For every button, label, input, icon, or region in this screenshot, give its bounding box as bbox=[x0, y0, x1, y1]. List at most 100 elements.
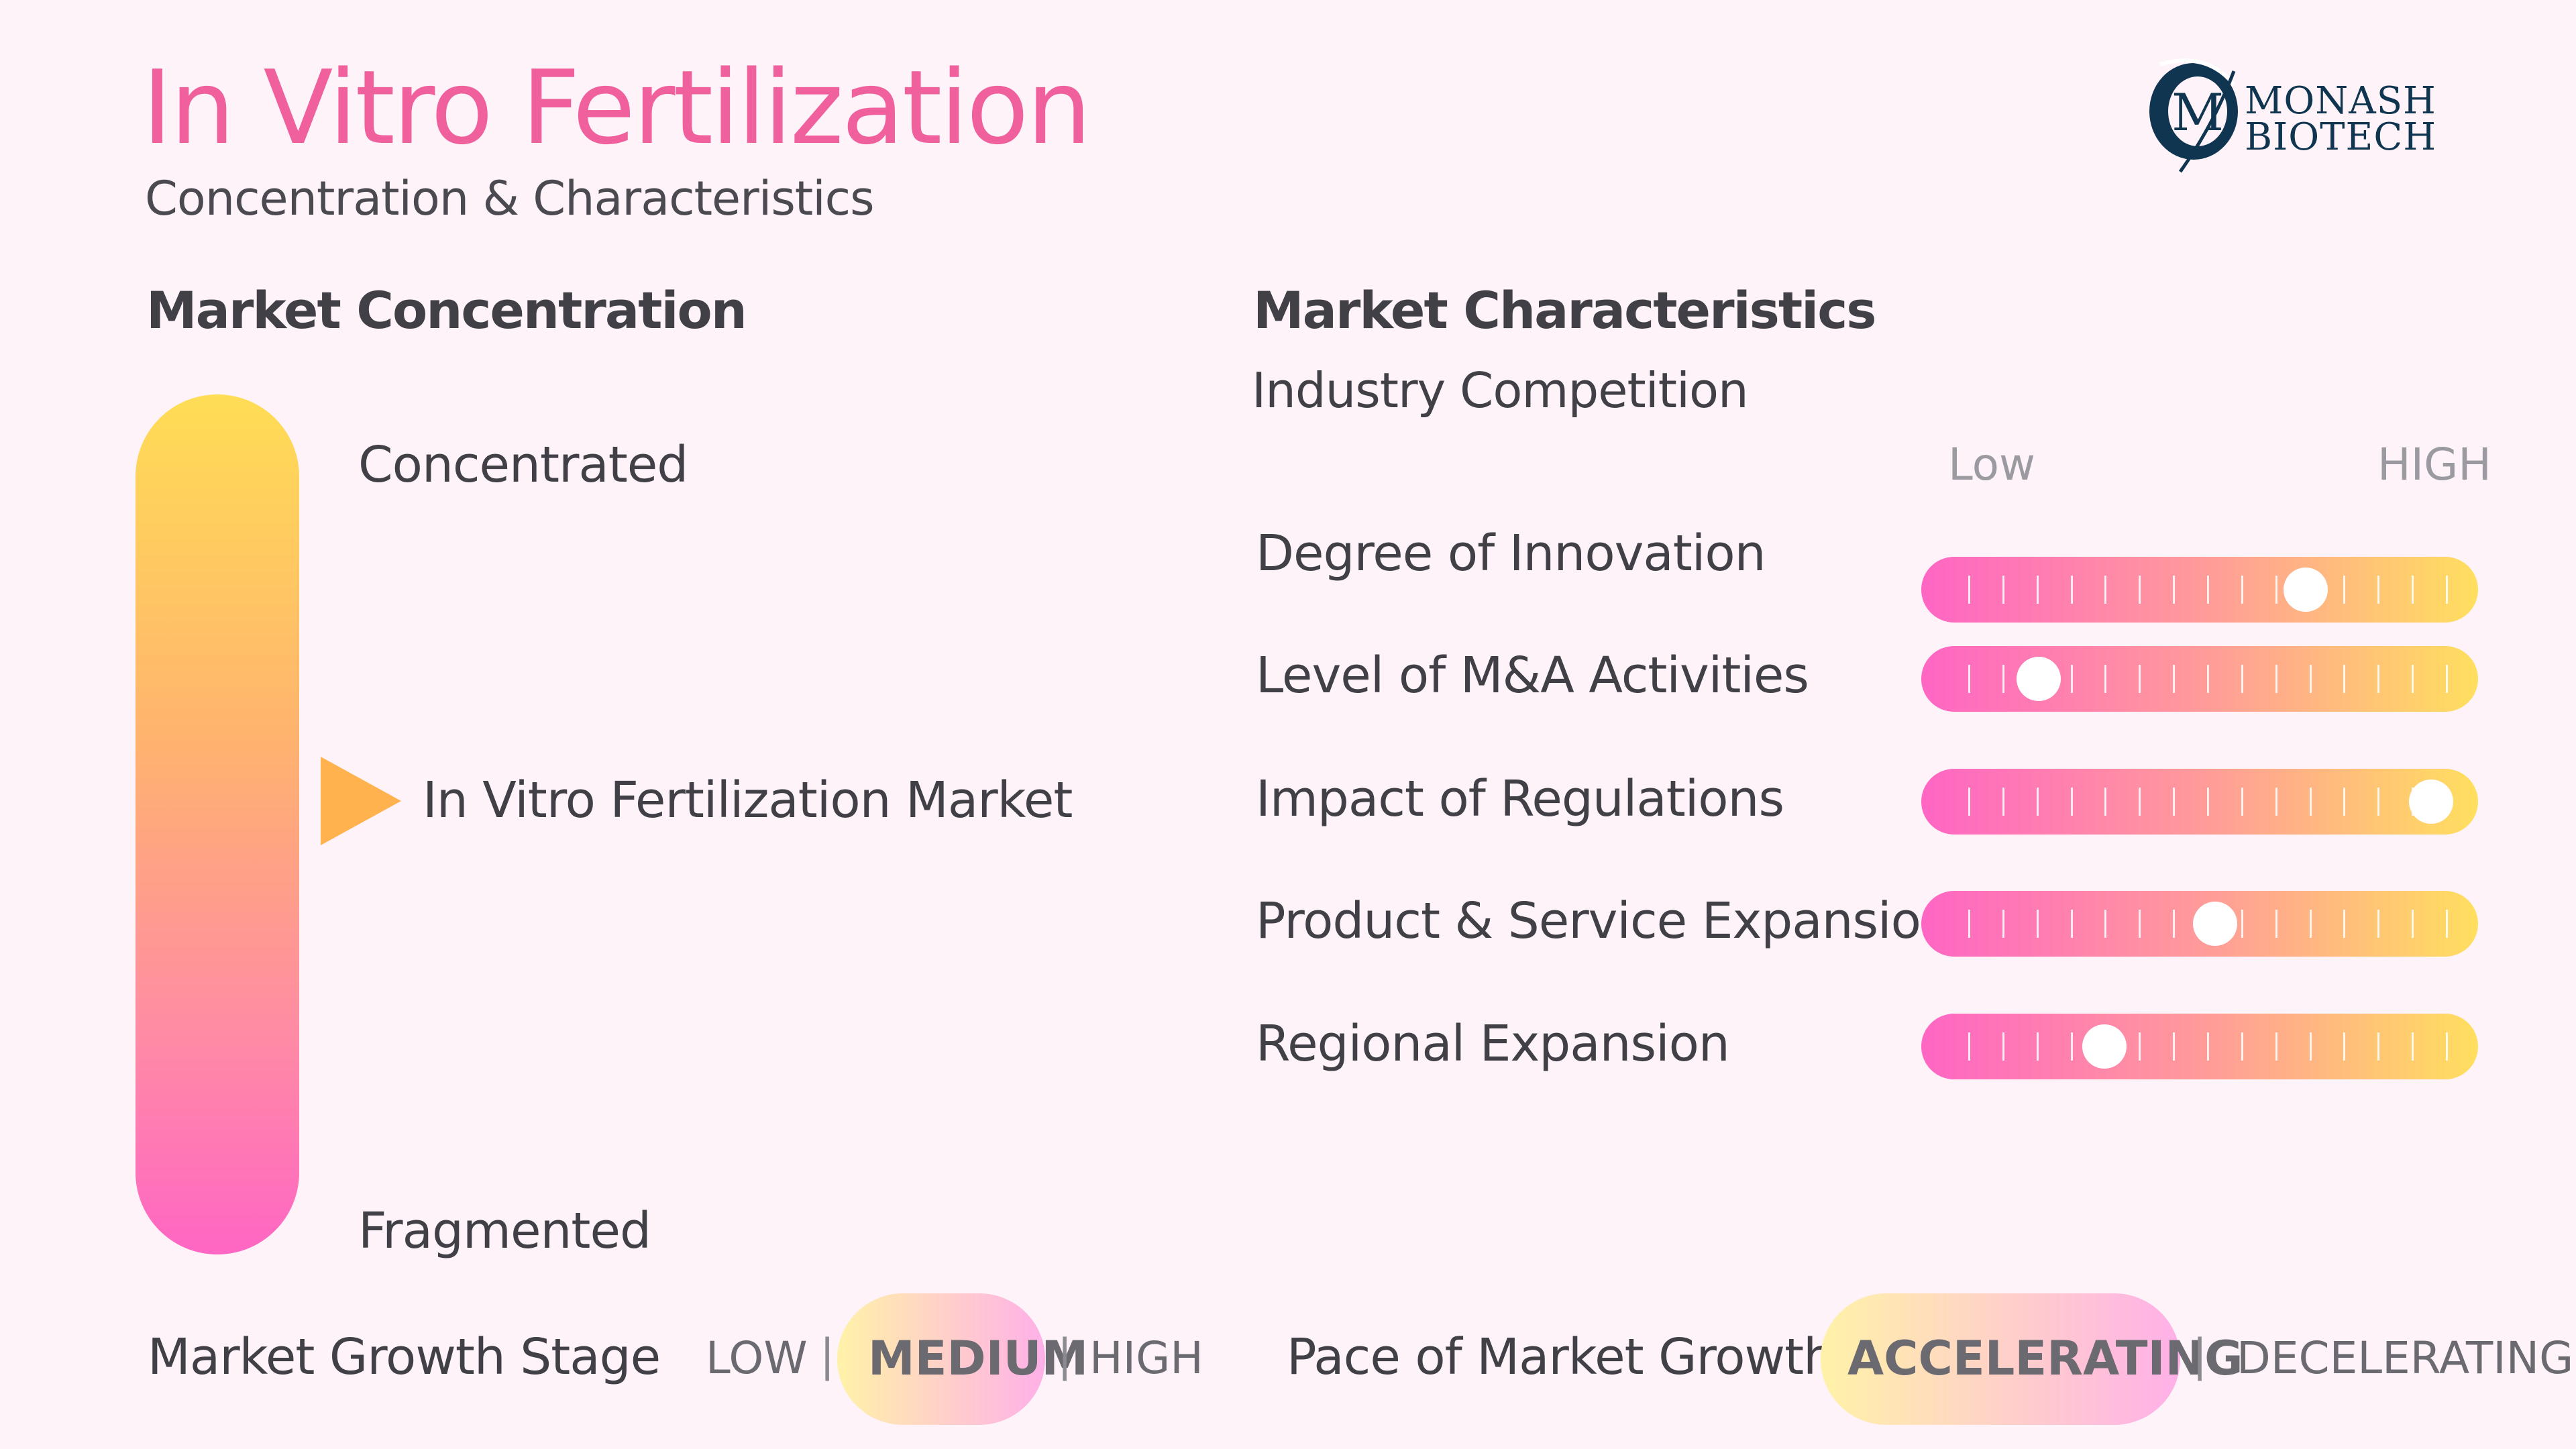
ma-activities-label: Level of M&A Activities bbox=[1256, 647, 1809, 704]
slider-tick bbox=[2446, 1032, 2448, 1061]
slider-tick bbox=[2002, 665, 2004, 693]
growth-stage-option-medium: MEDIUM bbox=[868, 1331, 1089, 1386]
product-service-expansion-label: Product & Service Expansion bbox=[1256, 892, 1952, 950]
slider-tick bbox=[2002, 788, 2004, 816]
slider-tick bbox=[2173, 665, 2176, 693]
slider-thumb bbox=[2082, 1024, 2127, 1069]
slider-tick bbox=[1968, 665, 1970, 693]
slider-tick bbox=[2070, 910, 2073, 938]
slider-tick bbox=[2412, 910, 2414, 938]
page-subtitle: Concentration & Characteristics bbox=[145, 171, 875, 226]
slider-tick bbox=[2036, 576, 2039, 604]
slider-tick bbox=[2275, 788, 2277, 816]
slider-tick bbox=[2446, 665, 2448, 693]
slider-tick bbox=[2275, 910, 2277, 938]
product-service-expansion-slider bbox=[1921, 891, 2478, 957]
concentration-gradient-bar bbox=[136, 394, 299, 1254]
slider-tick bbox=[2377, 1032, 2380, 1061]
slider-tick bbox=[2412, 1032, 2414, 1061]
slider-tick bbox=[2139, 665, 2141, 693]
scale-high-label: HIGH bbox=[2377, 439, 2491, 490]
separator: | bbox=[820, 1330, 835, 1381]
slider-tick bbox=[2207, 788, 2209, 816]
growth-stage-selected-pill bbox=[837, 1293, 1045, 1425]
growth-stage-option-high: HIGH bbox=[1089, 1332, 1203, 1384]
slider-tick bbox=[2173, 1032, 2176, 1061]
slider-tick bbox=[2070, 576, 2073, 604]
slider-tick bbox=[2104, 910, 2107, 938]
slider-tick bbox=[2241, 910, 2243, 938]
slider-tick bbox=[2343, 1032, 2346, 1061]
slider-tick bbox=[2139, 1032, 2141, 1061]
slider-tick bbox=[2173, 788, 2176, 816]
slider-tick bbox=[2173, 576, 2176, 604]
slider-tick bbox=[1968, 788, 1970, 816]
industry-competition-subtitle: Industry Competition bbox=[1252, 362, 1749, 419]
slider-thumb bbox=[2283, 568, 2328, 612]
logo-line-1: MONASH bbox=[2245, 79, 2436, 123]
separator: | bbox=[1057, 1330, 1073, 1381]
slider-tick bbox=[2139, 788, 2141, 816]
slider-tick bbox=[2036, 788, 2039, 816]
regional-expansion-slider bbox=[1921, 1014, 2478, 1079]
slider-tick bbox=[2241, 576, 2243, 604]
scale-low-label: Low bbox=[1948, 439, 2035, 490]
slider-tick bbox=[2309, 1032, 2312, 1061]
market-concentration-title: Market Concentration bbox=[146, 280, 747, 340]
slider-tick bbox=[2309, 910, 2312, 938]
slider-thumb bbox=[2017, 657, 2061, 701]
concentrated-label: Concentrated bbox=[358, 436, 688, 494]
growth-stage-option-low: LOW bbox=[706, 1332, 808, 1384]
slider-tick bbox=[2104, 576, 2107, 604]
page-title: In Vitro Fertilization bbox=[142, 48, 1091, 167]
slider-tick bbox=[2207, 576, 2209, 604]
degree-of-innovation-label: Degree of Innovation bbox=[1256, 525, 1766, 582]
impact-of-regulations-slider bbox=[1921, 769, 2478, 835]
slider-tick bbox=[2002, 1032, 2004, 1061]
slider-tick bbox=[2309, 665, 2312, 693]
slider-tick bbox=[2377, 910, 2380, 938]
slider-tick bbox=[2377, 665, 2380, 693]
slider-tick bbox=[2070, 665, 2073, 693]
growth-pace-selected-pill bbox=[1821, 1293, 2180, 1425]
logo-line-2: BIOTECH bbox=[2245, 115, 2437, 159]
separator: | bbox=[2192, 1330, 2208, 1381]
slider-thumb bbox=[2192, 902, 2237, 946]
slider-tick bbox=[2241, 1032, 2243, 1061]
market-growth-stage-label: Market Growth Stage bbox=[148, 1328, 661, 1386]
slider-tick bbox=[2207, 665, 2209, 693]
pace-of-market-growth-label: Pace of Market Growth bbox=[1287, 1328, 1835, 1386]
slider-tick bbox=[2139, 910, 2141, 938]
logo-wordmark: MONASH BIOTECH bbox=[2245, 83, 2436, 156]
monash-biotech-logo-icon: M bbox=[2149, 58, 2238, 173]
logo-monogram: M bbox=[2171, 83, 2224, 142]
slider-tick bbox=[2412, 576, 2414, 604]
market-marker-arrow-icon bbox=[321, 757, 401, 845]
impact-of-regulations-label: Impact of Regulations bbox=[1256, 770, 1784, 828]
growth-pace-option-decelerating: DECELERATING bbox=[2237, 1332, 2574, 1384]
slider-tick bbox=[1968, 576, 1970, 604]
slider-tick bbox=[2036, 910, 2039, 938]
slider-tick bbox=[2241, 788, 2243, 816]
ma-activities-slider bbox=[1921, 646, 2478, 712]
slider-tick bbox=[1968, 1032, 1970, 1061]
slider-tick bbox=[2104, 788, 2107, 816]
slider-tick bbox=[2377, 576, 2380, 604]
fragmented-label: Fragmented bbox=[358, 1202, 651, 1260]
slider-tick bbox=[2002, 576, 2004, 604]
slider-tick bbox=[2275, 576, 2277, 604]
market-characteristics-title: Market Characteristics bbox=[1253, 280, 1877, 340]
slider-tick bbox=[2275, 665, 2277, 693]
slider-thumb bbox=[2409, 780, 2453, 824]
regional-expansion-label: Regional Expansion bbox=[1256, 1015, 1730, 1073]
slider-tick bbox=[2139, 576, 2141, 604]
slider-tick bbox=[2070, 788, 2073, 816]
slider-tick bbox=[2343, 665, 2346, 693]
degree-of-innovation-slider bbox=[1921, 557, 2478, 623]
slider-tick bbox=[2343, 576, 2346, 604]
slider-tick bbox=[2207, 1032, 2209, 1061]
slider-tick bbox=[2377, 788, 2380, 816]
slider-tick bbox=[2241, 665, 2243, 693]
slider-tick bbox=[2275, 1032, 2277, 1061]
slider-tick bbox=[2446, 576, 2448, 604]
